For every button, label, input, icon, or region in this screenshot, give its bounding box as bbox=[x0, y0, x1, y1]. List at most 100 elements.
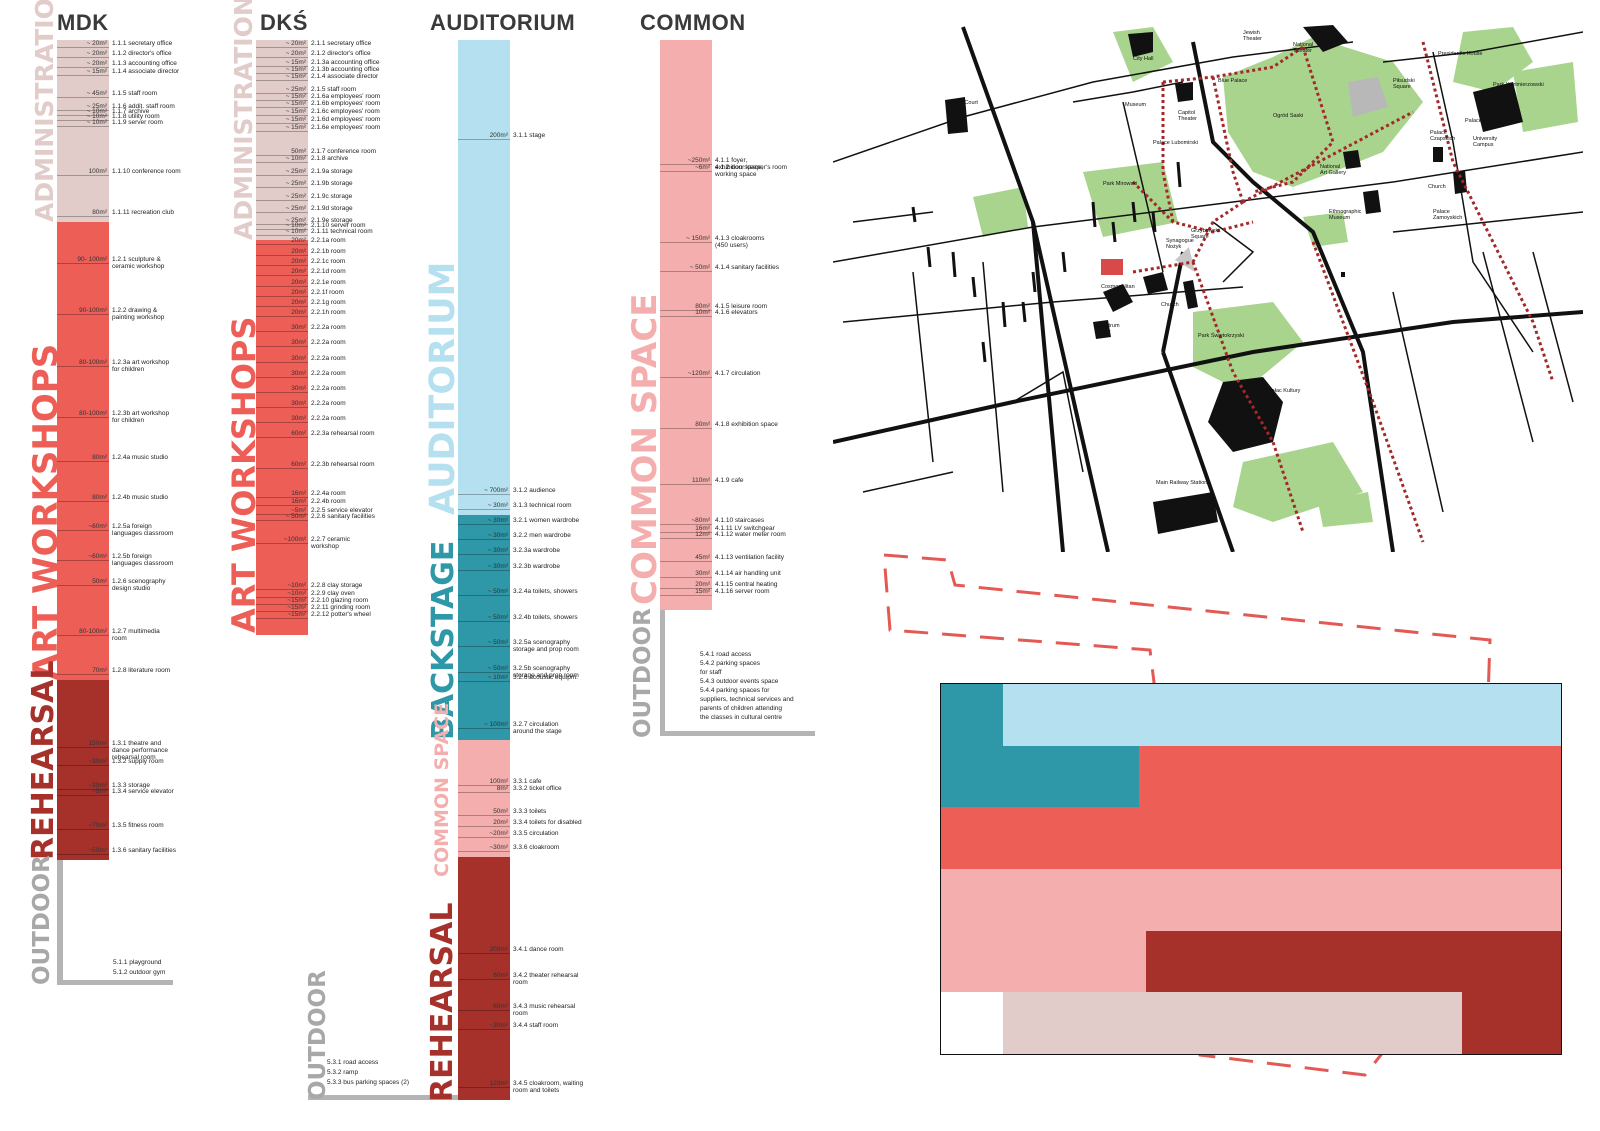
map-label-palac-kultury: Pałac Kultury bbox=[1268, 388, 1301, 394]
room-area: 50m² bbox=[493, 808, 508, 815]
map-label-main-railway-station: Main Railway Station bbox=[1156, 480, 1207, 486]
room-divider bbox=[458, 979, 510, 980]
room-divider bbox=[458, 681, 510, 682]
room-area: 60m² bbox=[291, 430, 306, 437]
room-area: ~30m² bbox=[489, 1022, 508, 1029]
room-area: 20m² bbox=[291, 237, 306, 244]
map-label-park-mirowski: Park Mirowski bbox=[1103, 181, 1137, 187]
room-area: ~ 10m² bbox=[285, 228, 306, 235]
room-divider bbox=[57, 585, 109, 586]
room-name: 3.2.5b scenography storage and prop room bbox=[513, 665, 579, 679]
room-name: 4.1.3 cloakrooms (450 users) bbox=[715, 235, 765, 249]
outdoor-item: 5.3.1 road access bbox=[327, 1059, 379, 1066]
room-name: 3.3.2 ticket office bbox=[513, 785, 562, 792]
room-area: ~10m² bbox=[287, 590, 306, 597]
room-name: 2.2.4a room bbox=[311, 490, 346, 497]
room-area: ~ 50m² bbox=[487, 639, 508, 646]
room-divider bbox=[660, 577, 712, 578]
room-divider bbox=[660, 164, 712, 165]
auditorium-label: AUDITORIUM bbox=[423, 261, 463, 515]
room-area: ~ 20m² bbox=[86, 50, 107, 57]
room-area: 16m² bbox=[291, 490, 306, 497]
room-area: 120m² bbox=[489, 1080, 508, 1087]
room-divider bbox=[57, 501, 109, 502]
room-name: 3.2.5a scenography storage and prop room bbox=[513, 639, 579, 653]
room-divider bbox=[256, 115, 308, 116]
room-area: 30m² bbox=[291, 400, 306, 407]
room-name: 3.2.1 women wardrobe bbox=[513, 517, 580, 524]
room-name: 3.2.4b toilets, showers bbox=[513, 614, 578, 621]
room-area: ~ 30m² bbox=[487, 517, 508, 524]
room-area: 60m² bbox=[493, 972, 508, 979]
common-space-bar bbox=[660, 40, 712, 610]
room-area: 30m² bbox=[695, 570, 710, 577]
room-name: 4.1.4 sanitary facilities bbox=[715, 264, 779, 271]
room-divider bbox=[256, 437, 308, 438]
room-name: 3.3.5 circulation bbox=[513, 830, 559, 837]
room-divider bbox=[458, 1087, 510, 1088]
room-divider bbox=[256, 47, 308, 48]
room-name: 2.2.3b rehearsal room bbox=[311, 461, 375, 468]
room-area: ~ 20m² bbox=[285, 50, 306, 57]
auditorium-hall-bar bbox=[458, 40, 510, 515]
room-name: 1.1.1 secretary office bbox=[112, 40, 173, 47]
room-area: ~ 10m² bbox=[487, 674, 508, 681]
map-label-palace-lubomirski: Palace Lubomirski bbox=[1153, 140, 1198, 146]
room-divider bbox=[660, 524, 712, 525]
room-divider bbox=[57, 47, 109, 48]
room-divider bbox=[458, 837, 510, 838]
room-name: 1.3.3 storage bbox=[112, 782, 150, 789]
room-name: 3.3.3 toilets bbox=[513, 808, 547, 815]
map-label-palace-czapskich: Palace Czapskich bbox=[1430, 130, 1455, 142]
room-area: ~ 15m² bbox=[86, 68, 107, 75]
room-name: 2.2.12 potter's wheel bbox=[311, 611, 371, 618]
room-area: ~ 150m² bbox=[685, 235, 710, 242]
room-name: 4.1.11 LV switchgear bbox=[715, 525, 775, 532]
room-divider bbox=[57, 417, 109, 418]
room-name: 2.1.9b storage bbox=[311, 180, 353, 187]
room-area: ~60m² bbox=[88, 523, 107, 530]
room-name: 2.2.9 clay oven bbox=[311, 590, 355, 597]
room-area: 60m² bbox=[291, 461, 306, 468]
main-streets bbox=[832, 26, 1584, 553]
room-name: 2.1.1 secretary office bbox=[311, 40, 372, 47]
site-map-svg: Jewish Theater National Theater President's … bbox=[832, 22, 1584, 553]
room-area: 110m² bbox=[692, 477, 710, 484]
room-area: ~20m² bbox=[489, 830, 508, 837]
room-name: 2.2.3a rehearsal room bbox=[311, 430, 375, 437]
room-divider bbox=[256, 589, 308, 590]
room-divider bbox=[256, 73, 308, 74]
room-area: 80-100m² bbox=[79, 359, 107, 366]
room-area: 20m² bbox=[291, 268, 306, 275]
room-area: ~ 15m² bbox=[285, 66, 306, 73]
site-map: Jewish Theater National Theater President's … bbox=[832, 22, 1584, 553]
room-divider bbox=[57, 75, 109, 76]
room-divider bbox=[256, 331, 308, 332]
room-area: ~ 10m² bbox=[285, 222, 306, 229]
room-divider bbox=[458, 570, 510, 571]
room-area: ~ 20m² bbox=[285, 40, 306, 47]
room-name: 2.2.2a room bbox=[311, 324, 346, 331]
room-divider bbox=[256, 618, 308, 619]
room-area: 20m² bbox=[291, 258, 306, 265]
room-name: 1.1.10 conference room bbox=[112, 168, 181, 175]
room-area: 30m² bbox=[291, 385, 306, 392]
map-label-capitol-theater: Capitol Theater bbox=[1178, 110, 1197, 122]
room-area: ~ 15m² bbox=[285, 59, 306, 66]
room-area: 90- 100m² bbox=[77, 256, 107, 263]
room-area: 50m² bbox=[92, 578, 107, 585]
room-name: 2.2.1a room bbox=[311, 237, 346, 244]
room-area: ~15m² bbox=[287, 604, 306, 611]
room-divider bbox=[660, 532, 712, 533]
outdoor-item: 5.1.2 outdoor gym bbox=[113, 969, 166, 976]
diagram-segment-rehearsal bbox=[1461, 992, 1561, 1054]
diagram-segment-art-workshops bbox=[941, 807, 1561, 869]
room-area: ~5m² bbox=[291, 507, 306, 514]
room-area: 80-100m² bbox=[79, 628, 107, 635]
room-name: 1.1.6 addit. staff room bbox=[112, 103, 175, 110]
room-area: ~5m² bbox=[92, 788, 107, 795]
room-divider bbox=[256, 229, 308, 230]
room-area: 15m² bbox=[695, 588, 710, 595]
room-name: 2.2.4b room bbox=[311, 498, 346, 505]
dks-outdoor-line bbox=[308, 1095, 458, 1100]
